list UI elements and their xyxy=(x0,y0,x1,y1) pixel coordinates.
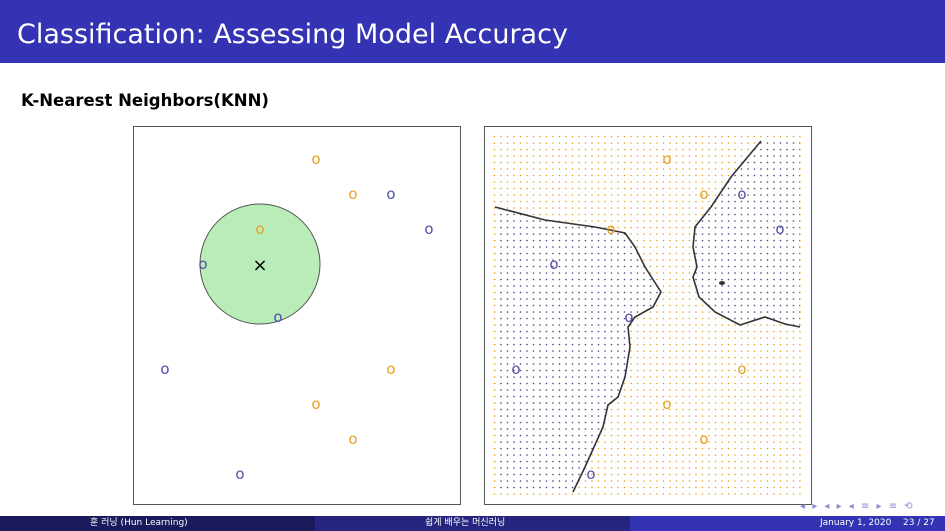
right-point-orange: o xyxy=(737,360,746,378)
left-point-blue: o xyxy=(424,220,433,238)
left-point-blue: o xyxy=(386,185,395,203)
knn-decision-boundary-plot: o o o o o o o o o o o o xyxy=(484,126,812,505)
left-point-blue: o xyxy=(273,308,282,326)
right-point-blue: o xyxy=(586,465,595,483)
blue-region-left xyxy=(495,207,661,492)
left-point-orange: o xyxy=(348,430,357,448)
query-point-marker: × xyxy=(252,255,267,276)
footer-course: 쉽게 배우는 머신러닝 xyxy=(425,518,506,528)
right-point-blue: o xyxy=(511,360,520,378)
footer-date-section: January 1, 2020 23 / 27 xyxy=(630,516,945,531)
title-bar: Classification: Assessing Model Accuracy xyxy=(0,0,945,63)
right-point-orange: o xyxy=(606,220,615,238)
footer: 훈 러닝 (Hun Learning) 쉽게 배우는 머신러닝 January … xyxy=(0,516,945,531)
right-point-blue: o xyxy=(737,185,746,203)
boundary-island xyxy=(719,281,725,285)
right-point-blue: o xyxy=(549,255,558,273)
footer-author-section: 훈 러닝 (Hun Learning) xyxy=(0,516,315,531)
left-point-blue: o xyxy=(160,360,169,378)
beamer-nav-icons[interactable]: ◂ ▸ ◂ ▸ ◂ ≡ ▸ ≡ ⟲ xyxy=(800,501,915,512)
left-point-orange: o xyxy=(255,220,264,238)
right-point-orange: o xyxy=(699,430,708,448)
left-point-orange: o xyxy=(311,150,320,168)
decision-boundary-right xyxy=(692,140,801,328)
left-point-orange: o xyxy=(386,360,395,378)
slide-subtitle: K-Nearest Neighbors(KNN) xyxy=(21,91,269,110)
knn-decision-boundary-svg: o o o o o o o o o o o o xyxy=(493,135,805,495)
left-point-blue: o xyxy=(198,255,207,273)
footer-course-section: 쉽게 배우는 머신러닝 xyxy=(315,516,630,531)
right-point-orange: o xyxy=(662,395,671,413)
right-point-orange: o xyxy=(662,150,671,168)
neighborhood-circle xyxy=(199,203,321,325)
knn-neighborhood-svg: o o o o o o o o o o o o × xyxy=(160,150,433,483)
left-point-blue: o xyxy=(235,465,244,483)
footer-page-number: 23 / 27 xyxy=(903,518,935,528)
blue-region-right xyxy=(693,141,800,327)
footer-date: January 1, 2020 xyxy=(820,518,892,528)
right-point-blue: o xyxy=(624,308,633,326)
knn-neighborhood-plot: o o o o o o o o o o o o × xyxy=(133,126,461,505)
left-point-orange: o xyxy=(348,185,357,203)
footer-author: 훈 러닝 (Hun Learning) xyxy=(90,518,188,528)
right-point-blue: o xyxy=(775,220,784,238)
right-point-orange: o xyxy=(699,185,708,203)
decision-boundary-left xyxy=(494,206,662,493)
left-point-orange: o xyxy=(311,395,320,413)
slide-title: Classification: Assessing Model Accuracy xyxy=(17,19,568,50)
